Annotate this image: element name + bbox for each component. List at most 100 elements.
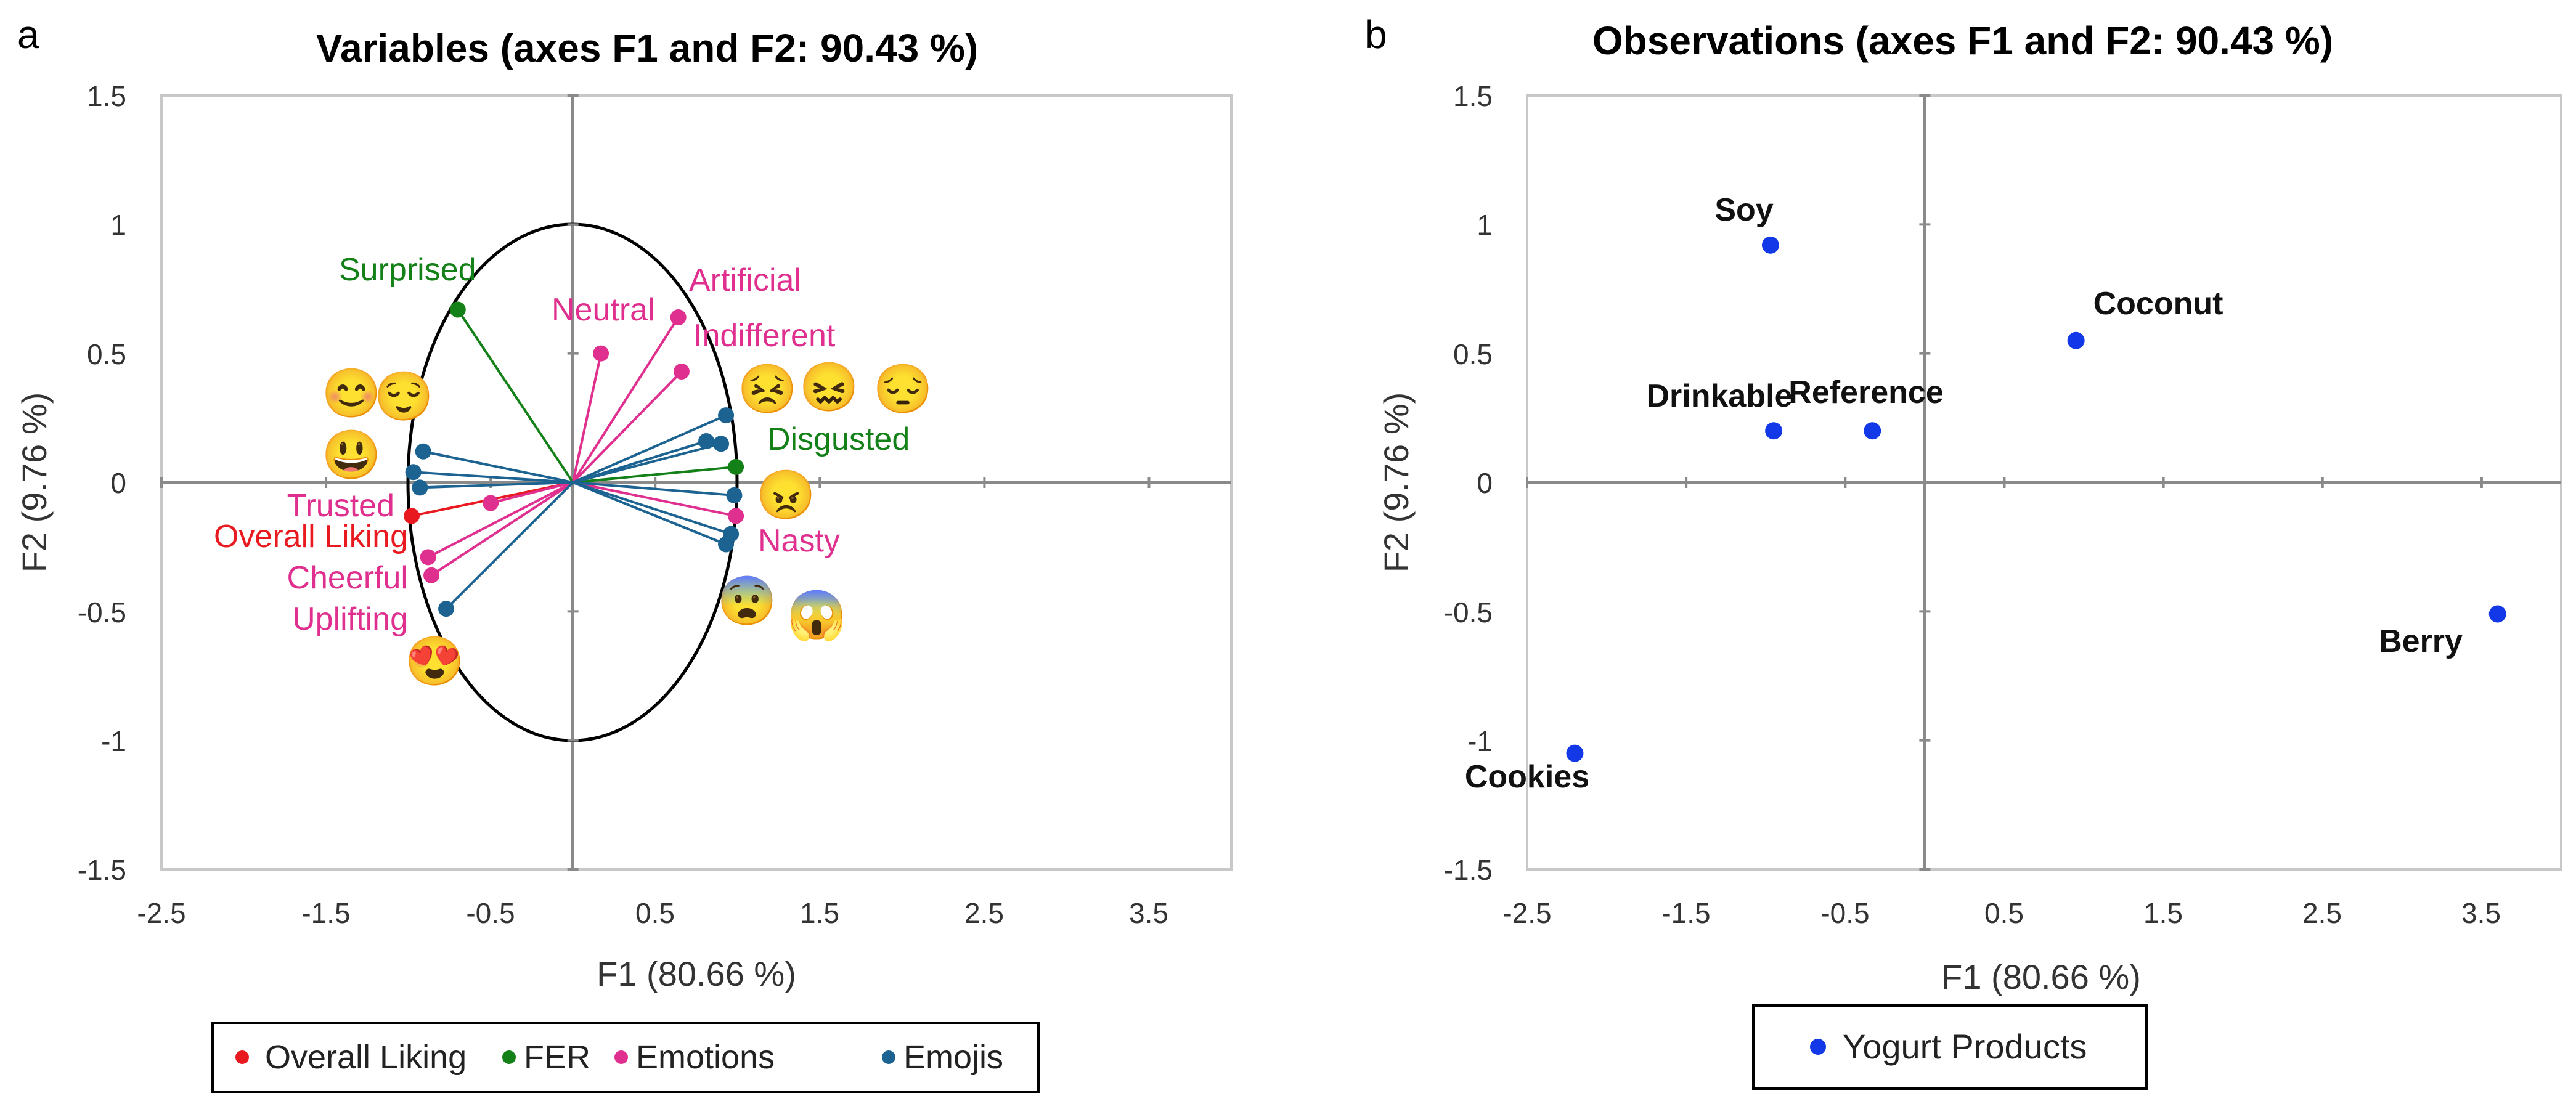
y-tick-labels: 1.5 1 0.5 0 -0.5 -1 -1.5 bbox=[1444, 80, 1493, 886]
confounded-face-icon: 😖 bbox=[799, 360, 858, 414]
point-coconut bbox=[2067, 331, 2085, 349]
label-cheerful: Cheerful bbox=[287, 560, 408, 596]
y-axis-label: F2 (9.76 %) bbox=[15, 392, 54, 573]
legend-item-fer: FER bbox=[524, 1039, 590, 1076]
observation-points bbox=[1566, 236, 2506, 762]
point-drinkable bbox=[1765, 422, 1783, 440]
variable-labels: Surprised Neutral Artificial Indifferent… bbox=[214, 252, 910, 637]
smiling-face-icon: 😊 bbox=[321, 366, 381, 420]
emotions-vector bbox=[430, 481, 574, 577]
legend: Yogurt Products bbox=[1752, 1004, 2148, 1090]
heart-eyes-face-icon: 😍 bbox=[404, 634, 464, 688]
emotions-vector bbox=[572, 316, 680, 484]
label-drinkable: Drinkable bbox=[1647, 378, 1793, 414]
y-tick-label: 0 bbox=[110, 467, 126, 499]
loading-vectors bbox=[411, 309, 736, 610]
emotions-point bbox=[670, 309, 687, 326]
fer-point bbox=[449, 301, 466, 318]
y-tick-label: -1.5 bbox=[78, 854, 126, 886]
x-tick-label: -0.5 bbox=[1820, 897, 1869, 929]
x-axis-label: F1 (80.66 %) bbox=[597, 954, 796, 993]
emojis-point bbox=[713, 436, 730, 452]
y-tick-label: 1.5 bbox=[1453, 80, 1493, 112]
x-tick-labels: -2.5 -1.5 -0.5 0.5 1.5 2.5 3.5 bbox=[1502, 897, 2501, 929]
label-overall-liking: Overall Liking bbox=[214, 519, 408, 554]
emojis-point bbox=[412, 479, 428, 496]
panel-letter: a bbox=[17, 12, 39, 57]
point-soy bbox=[1761, 236, 1779, 254]
loading-points bbox=[403, 301, 744, 617]
emotions-point bbox=[483, 495, 499, 511]
relieved-face-icon: 😌 bbox=[373, 369, 433, 423]
y-tick-label: 0.5 bbox=[1453, 338, 1493, 370]
emojis-point bbox=[438, 601, 455, 617]
x-tick-label: 0.5 bbox=[1984, 897, 2024, 929]
y-tick-label: -1.5 bbox=[1444, 854, 1493, 886]
y-tick-label: 1 bbox=[110, 209, 126, 241]
emotions-vector bbox=[427, 481, 574, 559]
tired-face-icon: 😣 bbox=[737, 362, 797, 416]
emojis-vector bbox=[573, 442, 722, 484]
x-tick-label: -2.5 bbox=[1502, 897, 1551, 929]
legend-item-emotions: Emotions bbox=[636, 1039, 775, 1076]
legend-marker bbox=[882, 1050, 895, 1064]
label-coconut: Coconut bbox=[2093, 286, 2223, 322]
emojis-vector bbox=[572, 414, 727, 484]
y-tick-label: 0 bbox=[1477, 467, 1493, 499]
label-neutral: Neutral bbox=[552, 292, 655, 328]
legend-marker bbox=[614, 1050, 628, 1064]
x-tick-label: 3.5 bbox=[1129, 897, 1168, 929]
emojis-point bbox=[698, 433, 715, 450]
chart-title: Observations (axes F1 and F2: 90.43 %) bbox=[1592, 18, 2333, 63]
x-tick-label: -1.5 bbox=[301, 897, 350, 929]
y-tick-label: 1.5 bbox=[87, 80, 126, 112]
y-tick-label: -1 bbox=[101, 725, 126, 757]
legend-item-emojis: Emojis bbox=[903, 1039, 1003, 1076]
emotions-point bbox=[593, 345, 609, 362]
y-tick-label: -1 bbox=[1467, 725, 1493, 757]
emotions-vector bbox=[571, 353, 603, 483]
emojis-vector bbox=[420, 481, 573, 489]
observations-chart: b Observations (axes F1 and F2: 90.43 %)… bbox=[1365, 12, 2562, 1090]
emojis-vector bbox=[413, 471, 573, 484]
emotions-point bbox=[420, 549, 436, 566]
x-tick-label: 2.5 bbox=[964, 897, 1004, 929]
axis-ticks bbox=[1526, 94, 2483, 871]
label-trusted: Trusted bbox=[287, 488, 394, 524]
emotions-vector bbox=[490, 481, 574, 505]
emojis-vector bbox=[423, 450, 574, 484]
pensive-face-icon: 😔 bbox=[873, 362, 932, 416]
label-surprised: Surprised bbox=[339, 252, 476, 288]
emojis-point bbox=[718, 536, 735, 553]
x-tick-label: 1.5 bbox=[800, 897, 839, 929]
y-axis-label: F2 (9.76 %) bbox=[1377, 392, 1416, 573]
legend-item-overall-liking: Overall Liking bbox=[265, 1039, 467, 1076]
label-berry: Berry bbox=[2379, 623, 2463, 659]
emotions-point bbox=[673, 363, 690, 380]
chart-title: Variables (axes F1 and F2: 90.43 %) bbox=[316, 26, 978, 70]
axis-ticks bbox=[160, 94, 1151, 871]
emojis-vector bbox=[572, 481, 727, 546]
fer-point bbox=[728, 458, 744, 475]
label-disgusted: Disgusted bbox=[767, 421, 910, 457]
x-tick-label: 1.5 bbox=[2143, 897, 2183, 929]
variables-chart: a Variables (axes F1 and F2: 90.43 %) -2… bbox=[15, 12, 1233, 1093]
emotions-point bbox=[728, 508, 744, 524]
legend-marker bbox=[235, 1050, 249, 1064]
screaming-face-icon: 😱 bbox=[786, 588, 846, 644]
legend-marker bbox=[502, 1050, 516, 1064]
grinning-face-icon: 😃 bbox=[321, 428, 381, 482]
label-uplifting: Uplifting bbox=[292, 601, 408, 637]
emotions-vector bbox=[572, 370, 683, 484]
point-berry bbox=[2488, 605, 2506, 623]
legend: Overall Liking FER Emotions Emojis bbox=[211, 1022, 1040, 1093]
label-artificial: Artificial bbox=[689, 262, 801, 298]
emojis-vector bbox=[445, 481, 574, 610]
panel-letter: b bbox=[1365, 12, 1387, 57]
x-tick-label: -2.5 bbox=[137, 897, 185, 929]
y-tick-labels: 1.5 1 0.5 0 -0.5 -1 -1.5 bbox=[78, 80, 126, 886]
emotions-vector bbox=[573, 481, 736, 518]
label-reference: Reference bbox=[1788, 375, 1943, 410]
observation-labels: Soy Coconut Drinkable Reference Berry Co… bbox=[1465, 192, 2463, 795]
